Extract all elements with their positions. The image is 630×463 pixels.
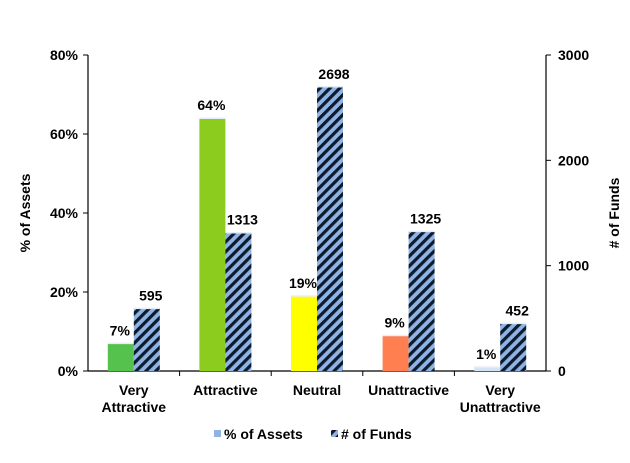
data-label-number-of-funds: 1313: [227, 212, 258, 228]
data-label-percent-of-assets: 7%: [110, 322, 131, 338]
bar-number-of-funds: [133, 308, 160, 371]
legend-swatch-number-of-funds: [331, 430, 338, 437]
left-tick-label: 60%: [50, 126, 79, 142]
data-label-percent-of-assets: 64%: [197, 97, 226, 113]
legend-swatch-percent-of-assets: [214, 430, 221, 437]
chart-bars: [107, 86, 527, 371]
category-label: Very Unattractive: [460, 382, 541, 415]
chart-axes: 0% 20% 40% 60% 80% 0 1000 2000 3000 % of Assets # …: [17, 47, 622, 415]
data-label-number-of-funds: 2698: [318, 66, 349, 82]
left-axis-title: % of Assets: [17, 173, 33, 252]
bar-number-of-funds: [408, 231, 435, 371]
left-tick-label: 40%: [50, 205, 79, 221]
right-tick-label: 1000: [558, 258, 589, 274]
chart-labels: 7% 595 64% 1313 19% 2698 9% 1325 1% 452: [110, 66, 529, 362]
legend-label-percent-of-assets: % of Assets: [224, 426, 303, 442]
data-label-percent-of-assets: 1%: [476, 346, 497, 362]
bar-percent-of-assets: [291, 295, 317, 371]
bar-number-of-funds: [225, 232, 252, 371]
category-label: Unattractive: [368, 382, 449, 398]
data-label-number-of-funds: 1325: [410, 210, 441, 226]
category-label: Neutral: [293, 382, 341, 398]
data-label-number-of-funds: 595: [139, 287, 163, 303]
category-label: Very Attractive: [102, 382, 167, 415]
right-tick-label: 2000: [558, 152, 589, 168]
bar-number-of-funds: [317, 86, 343, 371]
data-label-percent-of-assets: 9%: [384, 314, 405, 330]
bar-percent-of-assets: [382, 335, 409, 371]
legend-label-number-of-funds: # of Funds: [341, 426, 412, 442]
right-tick-label: 3000: [558, 47, 589, 63]
category-label: Attractive: [193, 382, 258, 398]
data-label-percent-of-assets: 19%: [289, 275, 318, 291]
data-label-number-of-funds: 452: [506, 302, 530, 318]
bar-number-of-funds: [500, 323, 527, 371]
left-tick-label: 20%: [50, 284, 79, 300]
left-tick-label: 0%: [58, 363, 79, 379]
right-tick-label: 0: [558, 363, 566, 379]
right-axis-title: # of Funds: [606, 177, 622, 248]
left-tick-label: 80%: [50, 47, 79, 63]
bar-percent-of-assets: [107, 343, 134, 371]
chart-legend: % of Assets # of Funds: [214, 426, 412, 442]
bar-percent-of-assets: [199, 118, 226, 371]
bar-percent-of-assets: [474, 367, 501, 371]
